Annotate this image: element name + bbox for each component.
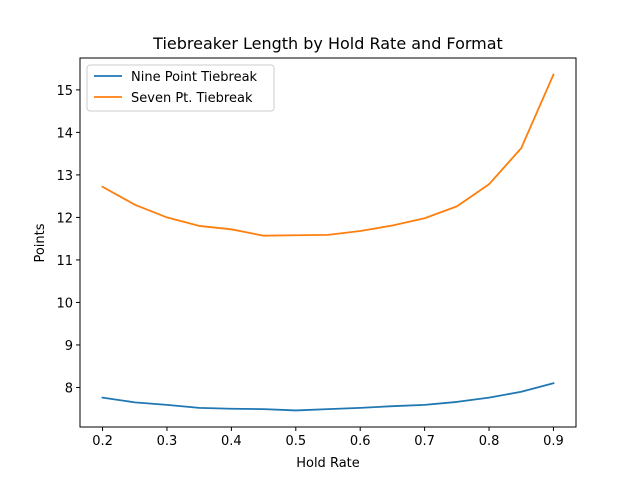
legend-box <box>86 64 275 112</box>
x-tick-label: 0.2 <box>92 434 113 449</box>
series-line-0 <box>101 382 555 412</box>
y-tick-label: 14 <box>56 126 73 141</box>
y-axis-label: Points <box>33 223 48 262</box>
x-axis: 0.2 0.3 0.4 0.5 0.6 0.7 0.8 0.9 <box>92 427 564 449</box>
x-axis-label: Hold Rate <box>296 456 360 471</box>
y-tick-label: 11 <box>56 254 73 269</box>
legend: Nine Point Tiebreak Seven Pt. Tiebreak <box>86 64 275 112</box>
axes-frame <box>79 57 577 428</box>
y-tick-label: 13 <box>56 169 73 184</box>
y-tick-label: 10 <box>56 296 73 311</box>
x-tick-label: 0.8 <box>479 434 500 449</box>
chart-title: Tiebreaker Length by Hold Rate and Forma… <box>152 34 503 53</box>
y-tick-label: 9 <box>65 339 73 354</box>
x-tick-label: 0.3 <box>157 434 178 449</box>
x-tick-label: 0.6 <box>350 434 371 449</box>
x-tick-label: 0.7 <box>414 434 435 449</box>
plot-area <box>101 73 555 412</box>
legend-label-0: Nine Point Tiebreak <box>131 70 258 85</box>
y-tick-label: 12 <box>56 211 73 226</box>
x-tick-label: 0.4 <box>221 434 242 449</box>
series-line-1 <box>101 73 555 237</box>
y-tick-label: 15 <box>56 84 73 99</box>
y-axis: 8 9 10 11 12 13 14 15 <box>56 84 80 396</box>
x-tick-label: 0.9 <box>543 434 564 449</box>
legend-label-1: Seven Pt. Tiebreak <box>131 91 253 106</box>
x-tick-label: 0.5 <box>285 434 306 449</box>
y-tick-label: 8 <box>65 381 73 396</box>
